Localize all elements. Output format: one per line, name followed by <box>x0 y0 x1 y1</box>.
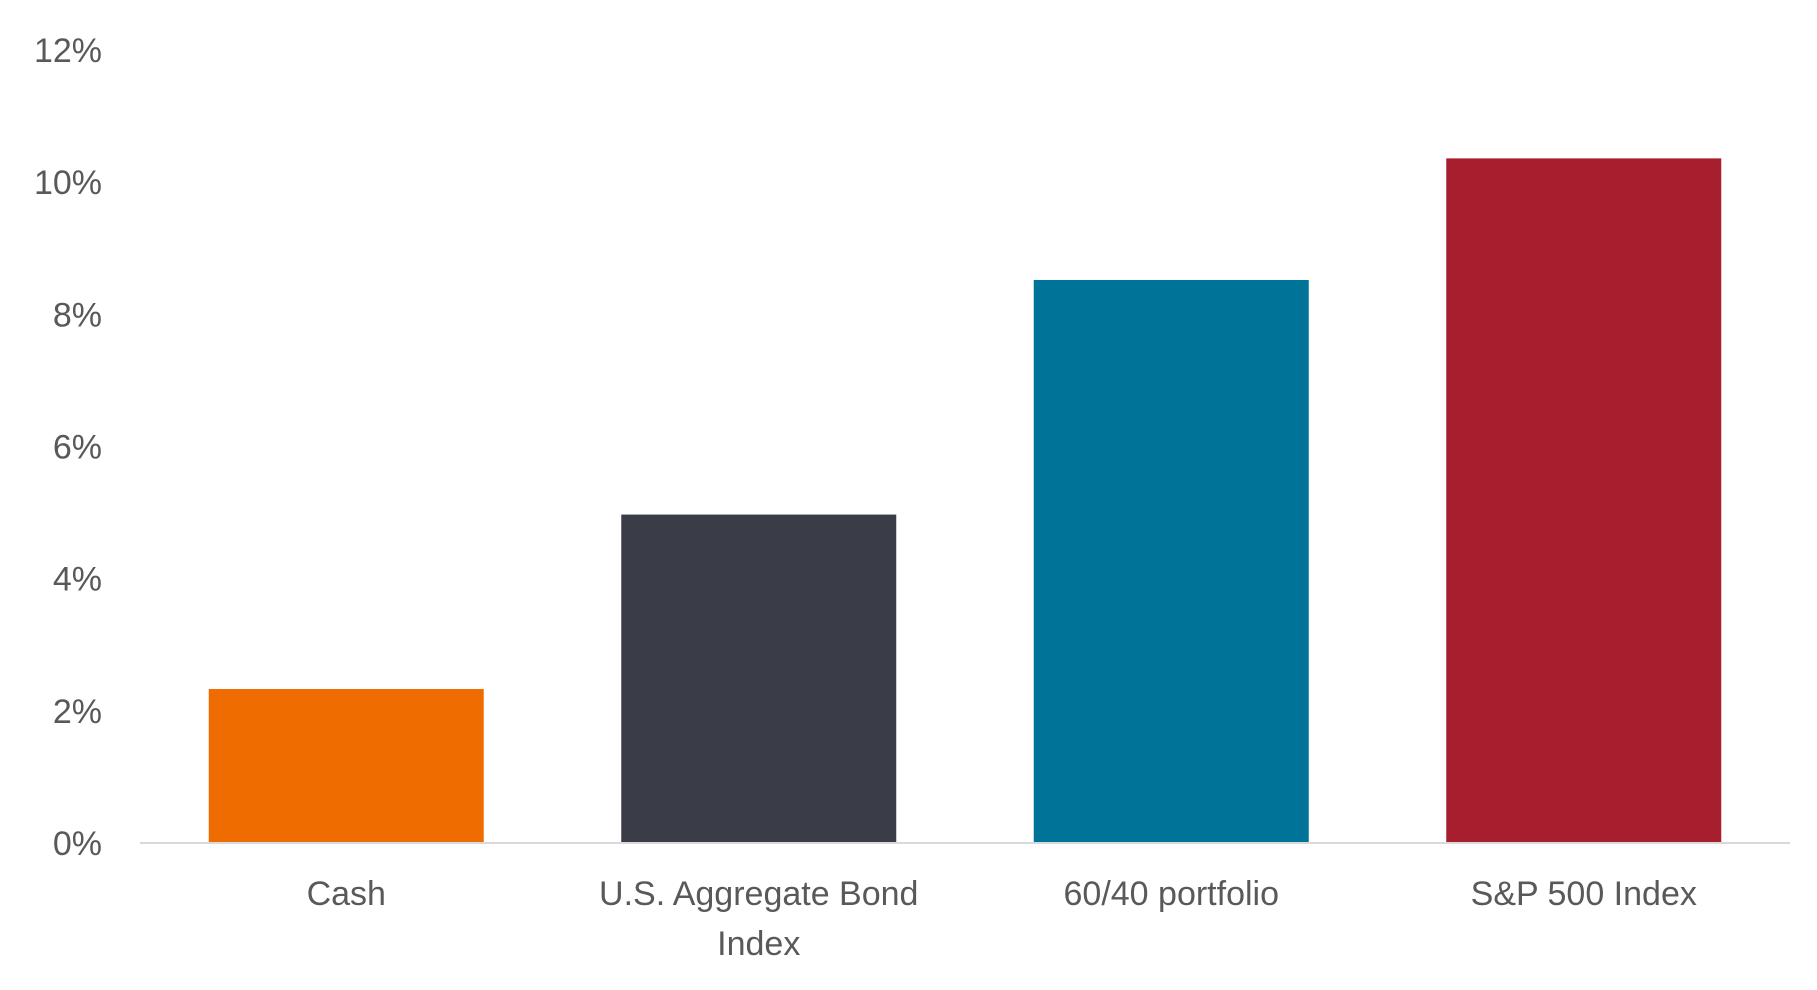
y-tick-label: 12% <box>34 32 102 70</box>
x-category-label: Cash <box>307 875 386 913</box>
x-category-label: 60/40 portfolio <box>1064 875 1280 913</box>
y-tick-label: 0% <box>53 825 102 863</box>
y-tick-label: 6% <box>53 429 102 467</box>
bar <box>621 514 897 843</box>
x-category-label: S&P 500 Index <box>1471 875 1697 913</box>
y-tick-label: 2% <box>53 693 102 731</box>
x-category-label: U.S. Aggregate Bond Index <box>599 875 918 963</box>
y-tick-label: 4% <box>53 561 102 599</box>
bar <box>208 689 484 843</box>
x-axis-category-labels: Cash U.S. Aggregate Bond Index 60/40 portfo… <box>307 875 1697 963</box>
y-axis-tick-labels: 0% 2% 4% 6% 8% 10% 12% <box>34 32 102 863</box>
y-tick-label: 10% <box>34 164 102 202</box>
y-tick-label: 8% <box>53 296 102 334</box>
bar <box>1033 279 1309 844</box>
bars <box>208 158 1722 844</box>
bar <box>1446 158 1722 844</box>
